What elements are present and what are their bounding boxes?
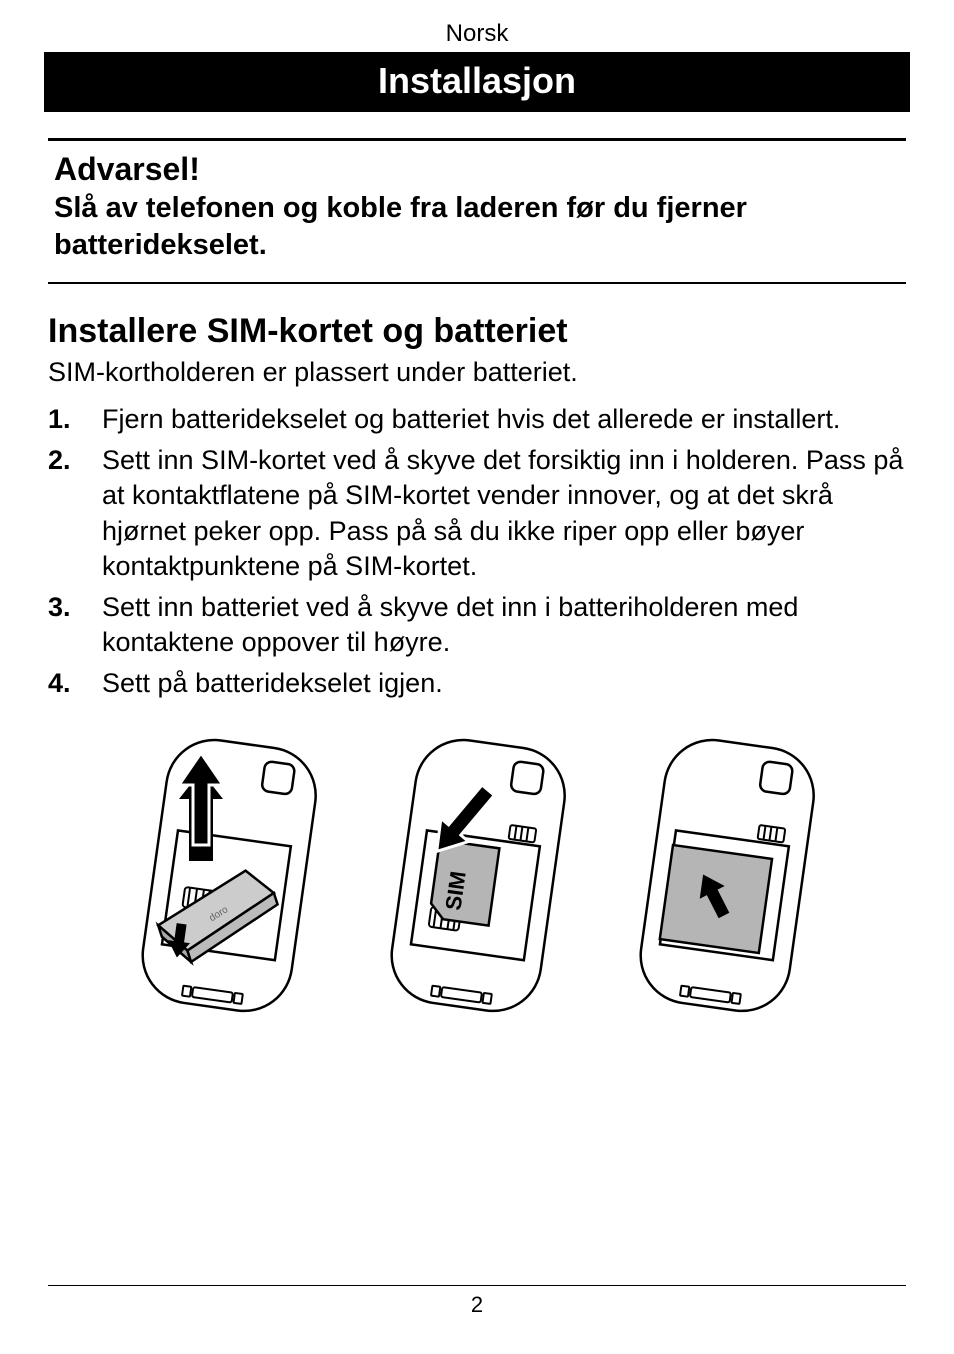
- list-item: Sett inn batteriet ved å skyve det inn i…: [48, 590, 906, 660]
- section-heading: Installere SIM-kortet og batteriet: [48, 312, 906, 351]
- list-item: Fjern batteridekselet og batteriet hvis …: [48, 402, 906, 437]
- diagram-insert-battery: [617, 735, 836, 1025]
- diagram-remove-battery: doro: [118, 735, 337, 1025]
- warning-heading: Advarsel!: [54, 151, 900, 188]
- page-footer: 2: [48, 1285, 906, 1318]
- warning-box: Advarsel! Slå av telefonen og koble fra …: [48, 141, 906, 284]
- steps-list: Fjern batteridekselet og batteriet hvis …: [48, 402, 906, 701]
- intro-text: SIM-kortholderen er plassert under batte…: [48, 357, 906, 388]
- warning-text: Slå av telefonen og koble fra laderen fø…: [54, 190, 900, 264]
- language-label: Norsk: [48, 20, 906, 48]
- page-number: 2: [471, 1292, 483, 1317]
- diagram-insert-sim: SIM: [367, 735, 586, 1025]
- list-item: Sett inn SIM-kortet ved å skyve det fors…: [48, 443, 906, 583]
- page-title: Installasjon: [44, 52, 910, 112]
- list-item: Sett på batteridekselet igjen.: [48, 666, 906, 701]
- diagram-row: doro: [48, 735, 906, 1025]
